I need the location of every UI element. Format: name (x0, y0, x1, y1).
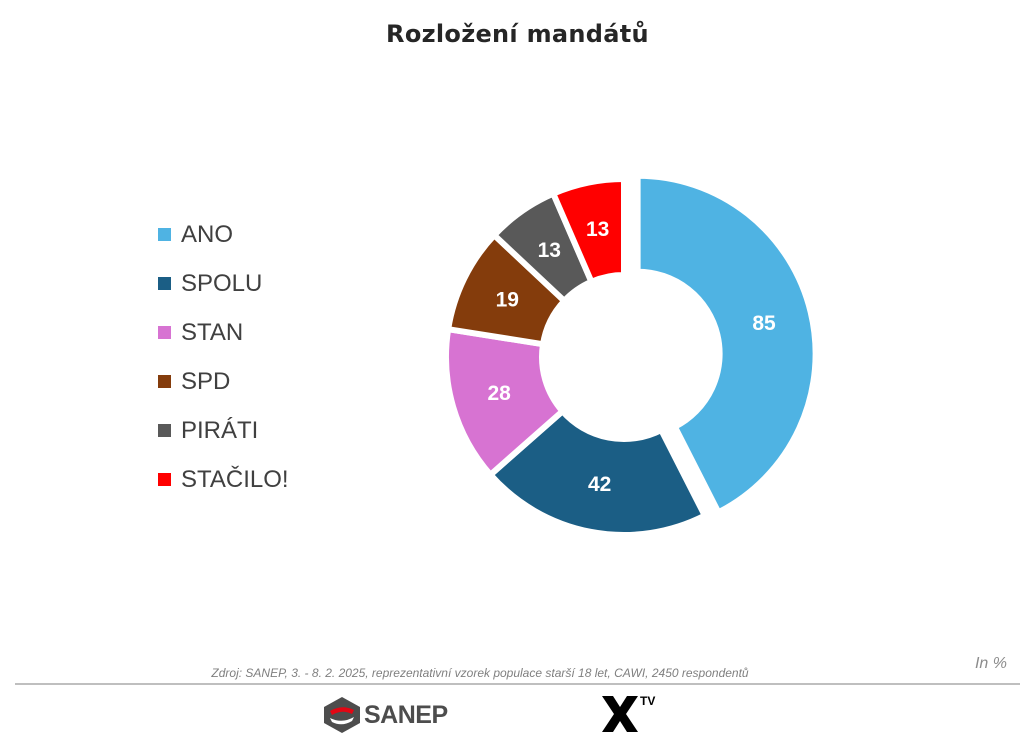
legend-label: SPD (181, 367, 231, 395)
donut-slice-ano (634, 172, 819, 517)
x-mark-icon (602, 696, 638, 732)
data-label: 42 (588, 473, 611, 496)
legend-item-pirati: PIRÁTI (158, 406, 289, 455)
sanep-wordmark: SANEP (364, 700, 448, 729)
legend-label: STAN (181, 318, 244, 346)
tv-label: TV (640, 694, 656, 708)
sanep-logo: SANEP (322, 693, 448, 737)
chart-title: Rozložení mandátů (386, 20, 649, 48)
legend-swatch (158, 326, 171, 339)
divider (15, 683, 1020, 685)
sanep-emblem-icon (324, 697, 360, 733)
legend-swatch (158, 375, 171, 388)
data-label: 85 (752, 312, 776, 335)
legend-item-spd: SPD (158, 357, 289, 406)
donut-chart: 85 42 28 19 13 13 (443, 172, 819, 538)
legend-swatch (158, 473, 171, 486)
legend-item-stan: STAN (158, 308, 289, 357)
legend-swatch (158, 228, 171, 241)
legend-item-stacilo: STAČILO! (158, 455, 289, 504)
data-label: 19 (496, 288, 519, 311)
legend-swatch (158, 277, 171, 290)
source-note: Zdroj: SANEP, 3. - 8. 2. 2025, reprezent… (211, 666, 749, 680)
donut-slice-spolu (486, 406, 709, 538)
data-label: 13 (538, 239, 561, 262)
data-label: 13 (586, 218, 609, 241)
legend: ANO SPOLU STAN SPD PIRÁTI STAČILO! (158, 210, 289, 504)
xtv-logo: TV (598, 692, 655, 738)
donut-slice-stailo (549, 175, 627, 286)
legend-item-ano: ANO (158, 210, 289, 259)
donut-slice-stan (443, 325, 567, 479)
legend-label: ANO (181, 220, 234, 248)
legend-label: PIRÁTI (181, 416, 259, 444)
legend-label: STAČILO! (181, 465, 289, 493)
legend-item-spolu: SPOLU (158, 259, 289, 308)
legend-swatch (158, 424, 171, 437)
unit-note: In % (974, 655, 1007, 672)
data-label: 28 (487, 382, 511, 405)
legend-label: SPOLU (181, 269, 263, 297)
